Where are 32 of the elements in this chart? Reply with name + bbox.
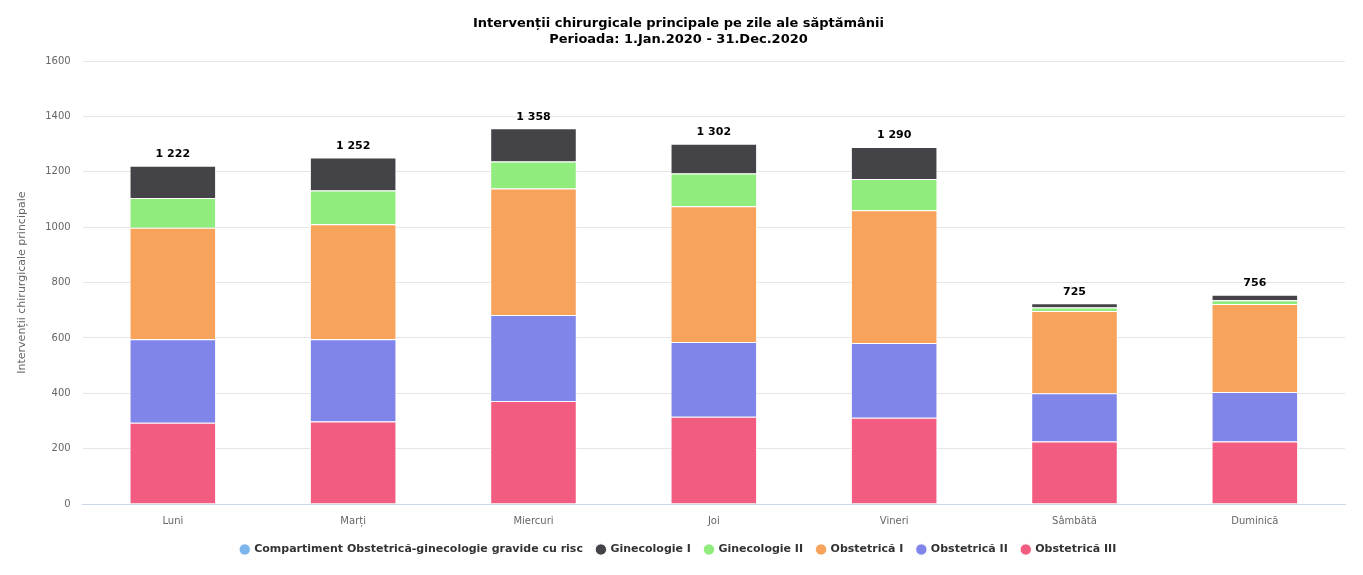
legend-label: Obstetrică III (1035, 542, 1117, 556)
y-axis-title: Intervenții chirurgicale principale (15, 191, 29, 374)
x-tick-label: Sâmbătă (1052, 514, 1097, 526)
x-tick-label: Marți (340, 514, 366, 527)
total-label: 1 222 (155, 147, 191, 161)
total-label: 1 252 (335, 138, 371, 152)
chart-title: Intervenții chirurgicale principale pe zile ale săptămânii (472, 15, 885, 31)
total-label: 725 (1063, 284, 1086, 298)
legend-label: Obstetrică I (830, 542, 904, 556)
y-tick-label: 1000 (45, 220, 71, 232)
total-label: 1 358 (516, 109, 551, 123)
total-label: 1 302 (696, 125, 732, 139)
y-tick-label: 0 (64, 497, 71, 509)
x-tick-label: Vineri (879, 514, 909, 526)
legend-label: Compartiment Obstetrică-ginecologie gravide cu risc (254, 542, 583, 556)
total-label: 756 (1243, 276, 1267, 290)
y-tick-label: 200 (51, 442, 71, 454)
y-tick-label: 600 (51, 331, 71, 343)
legend-label: Ginecologie II (718, 542, 804, 556)
legend-label: Ginecologie I (610, 542, 691, 556)
chart-subtitle: Perioada: 1.Jan.2020 - 31.Dec.2020 (549, 30, 808, 46)
y-tick-label: 800 (51, 276, 71, 288)
y-tick-label: 400 (51, 386, 71, 398)
y-tick-label: 1200 (45, 165, 71, 177)
x-tick-label: Luni (162, 514, 184, 526)
y-tick-label: 1400 (45, 110, 71, 122)
x-tick-label: Joi (706, 514, 720, 526)
legend-label: Obstetrică II (930, 542, 1008, 556)
y-tick-label: 1600 (45, 54, 71, 66)
x-tick-label: Miercuri (513, 514, 554, 526)
total-label: 1 290 (876, 128, 912, 142)
x-tick-label: Duminică (1231, 514, 1279, 526)
